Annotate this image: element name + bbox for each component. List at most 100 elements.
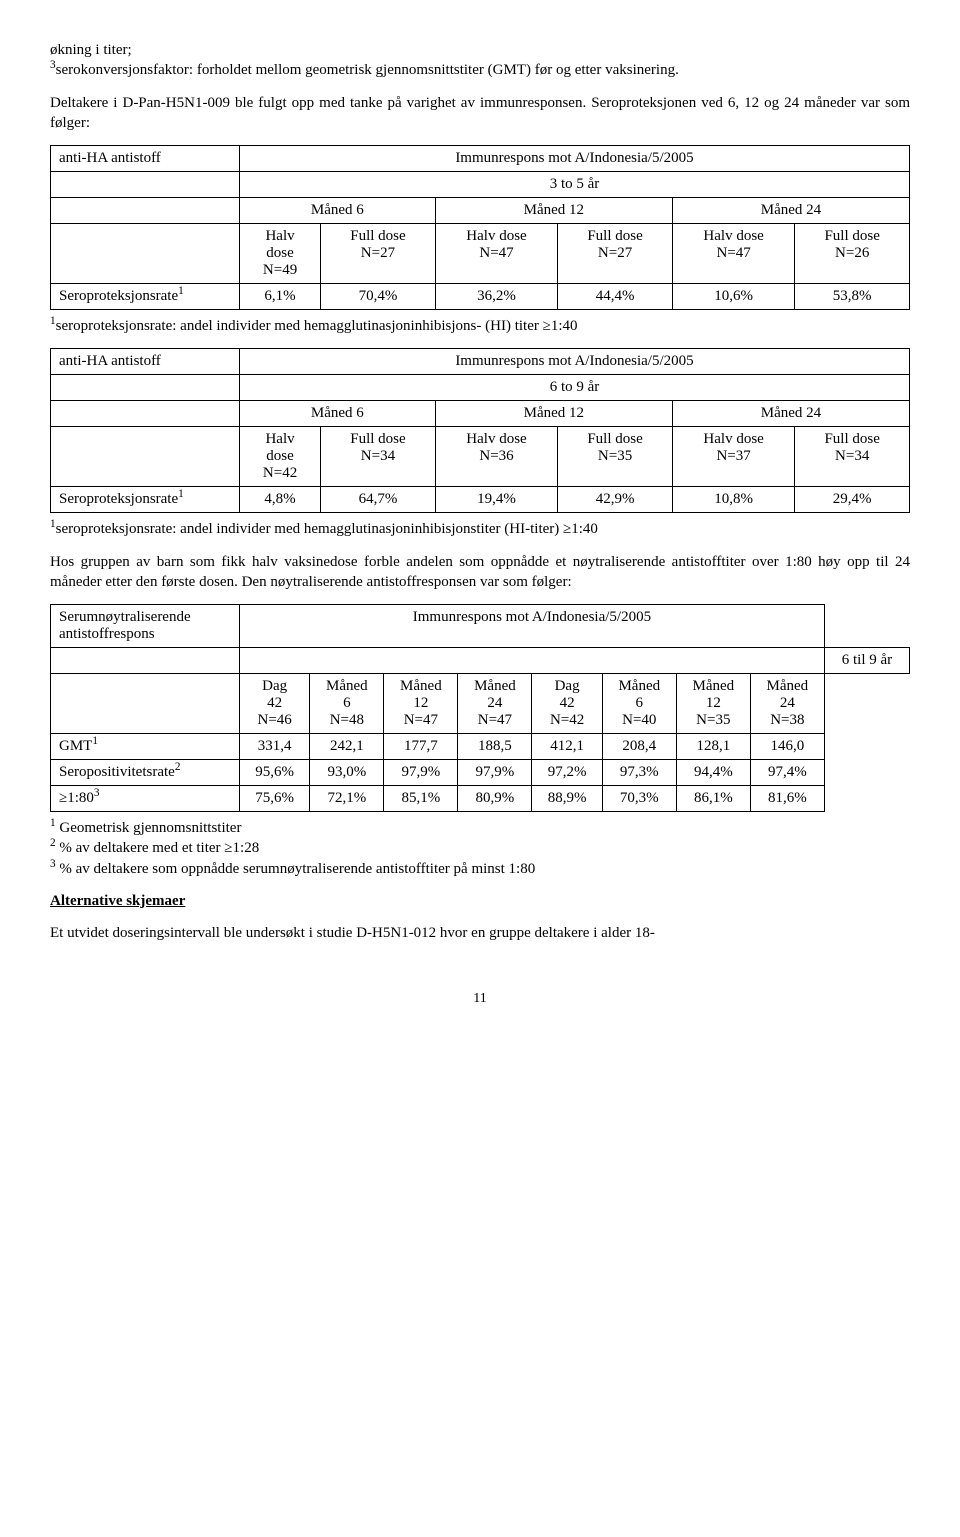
para3: Hos gruppen av barn som fikk halv vaksin…: [50, 552, 910, 593]
t2-v3: 42,9%: [558, 487, 673, 513]
t3-h6-a: Måned: [693, 678, 735, 694]
t2-c4-n: N=37: [716, 448, 750, 464]
intro-line1a: økning i titer;: [50, 42, 132, 58]
page-number: 11: [50, 991, 910, 1007]
t1-c0-a: Halv: [265, 228, 294, 244]
t3-seropos-label: Seropositivitetsrate: [59, 764, 175, 780]
t3-gmt-0: 331,4: [239, 734, 309, 760]
t2-c1-a: Full dose: [350, 431, 405, 447]
para4: Et utvidet doseringsintervall ble unders…: [50, 923, 910, 943]
t3-h2-n: N=47: [404, 712, 438, 728]
t3-h3-a: Måned: [474, 678, 516, 694]
t3-gmt-2: 177,7: [384, 734, 458, 760]
t3-f1: Geometrisk gjennomsnittstiter: [59, 820, 241, 836]
t3-th-0: 75,6%: [239, 786, 309, 812]
alt-heading: Alternative skjemaer: [50, 893, 185, 909]
t3-th-2: 85,1%: [384, 786, 458, 812]
t3-h0-a: Dag: [262, 678, 287, 694]
t2-c2-a: Halv dose: [466, 431, 526, 447]
t3-gmt-7: 146,0: [750, 734, 824, 760]
t1-row-label: Seroproteksjonsrate: [59, 288, 178, 304]
t3-sp-5: 97,3%: [602, 760, 676, 786]
t2-foot-text: seroproteksjonsrate: andel individer med…: [56, 521, 598, 537]
t2-c1-n: N=34: [361, 448, 395, 464]
t3-h1-n: N=48: [330, 712, 364, 728]
t2-v2: 19,4%: [435, 487, 557, 513]
t3-h0-n: N=46: [258, 712, 292, 728]
t3-h5-a: Måned: [618, 678, 660, 694]
t3-h4-n: N=42: [550, 712, 584, 728]
t3-h1-a: Måned: [326, 678, 368, 694]
t2-age: 6 to 9 år: [550, 379, 600, 395]
table-6to9: anti-HA antistoff Immunrespons mot A/Ind…: [50, 348, 910, 513]
t3-h5-b: 6: [636, 695, 644, 711]
t2-c0-a: Halv: [265, 431, 294, 447]
t3-h4-b: 42: [560, 695, 575, 711]
t3-h7-b: 24: [780, 695, 795, 711]
t1-c1-n: N=27: [361, 245, 395, 261]
t3-f2: % av deltakere med et titer ≥1:28: [56, 840, 260, 856]
t2-v1: 64,7%: [321, 487, 436, 513]
t3-h2-b: 12: [413, 695, 428, 711]
t1-foot-text: seroproteksjonsrate: andel individer med…: [56, 318, 578, 334]
t3-h0-b: 42: [267, 695, 282, 711]
t2-c5-n: N=34: [835, 448, 869, 464]
t2-row-label: Seroproteksjonsrate: [59, 491, 178, 507]
t1-c1-a: Full dose: [350, 228, 405, 244]
t3-sp-0: 95,6%: [239, 760, 309, 786]
t3-h6-n: N=35: [696, 712, 730, 728]
t2-v5: 29,4%: [795, 487, 910, 513]
t1-antiHA: anti-HA antistoff: [59, 150, 161, 166]
t3-immunresp: Immunrespons mot A/Indonesia/5/2005: [413, 609, 651, 625]
t3-sp-4: 97,2%: [532, 760, 602, 786]
t1-c2-n: N=47: [479, 245, 513, 261]
t3-thresh-label: ≥1:80: [59, 790, 94, 806]
t2-c3-a: Full dose: [587, 431, 642, 447]
t2-footnote: 1seroproteksjonsrate: andel individer me…: [50, 519, 910, 539]
t3-th-1: 72,1%: [310, 786, 384, 812]
t1-c3-n: N=27: [598, 245, 632, 261]
t3-gmt-4: 412,1: [532, 734, 602, 760]
t1-v5: 53,8%: [795, 284, 910, 310]
t3-footnotes: 1 Geometrisk gjennomsnittstiter 2 % av d…: [50, 818, 910, 879]
t1-v2: 36,2%: [435, 284, 557, 310]
t3-h7-n: N=38: [770, 712, 804, 728]
t3-gmt-3: 188,5: [458, 734, 532, 760]
t3-th-4: 88,9%: [532, 786, 602, 812]
t2-antiHA: anti-HA antistoff: [59, 353, 161, 369]
t3-sp-7: 97,4%: [750, 760, 824, 786]
t2-immunresp: Immunrespons mot A/Indonesia/5/2005: [455, 353, 693, 369]
t2-m24: Måned 24: [761, 405, 821, 421]
intro-para2: Deltakere i D-Pan-H5N1-009 ble fulgt opp…: [50, 93, 910, 134]
t3-sp-2: 97,9%: [384, 760, 458, 786]
t1-immunresp: Immunrespons mot A/Indonesia/5/2005: [455, 150, 693, 166]
t3-sp-3: 97,9%: [458, 760, 532, 786]
t3-h3-n: N=47: [478, 712, 512, 728]
t3-h3-b: 24: [487, 695, 502, 711]
t3-h5-n: N=40: [622, 712, 656, 728]
t1-c4-a: Halv dose: [703, 228, 763, 244]
t3-gmt-6: 128,1: [676, 734, 750, 760]
t3-h7-a: Måned: [767, 678, 809, 694]
t3-h6-b: 12: [706, 695, 721, 711]
t2-v0: 4,8%: [239, 487, 320, 513]
t2-c5-a: Full dose: [824, 431, 879, 447]
table-neutralizing: Serumnøytraliserende antistoffrespons Im…: [50, 604, 910, 812]
t3-sp-6: 94,4%: [676, 760, 750, 786]
t2-v4: 10,8%: [672, 487, 794, 513]
t2-c0-n: N=42: [263, 465, 297, 481]
t3-sp-1: 93,0%: [310, 760, 384, 786]
t1-v1: 70,4%: [321, 284, 436, 310]
t1-c5-a: Full dose: [824, 228, 879, 244]
t1-m12: Måned 12: [524, 202, 584, 218]
t2-c2-n: N=36: [479, 448, 513, 464]
t3-th-3: 80,9%: [458, 786, 532, 812]
t1-c3-a: Full dose: [587, 228, 642, 244]
t3-gmt-5: 208,4: [602, 734, 676, 760]
t3-age2: 6 til 9 år: [842, 652, 892, 668]
t1-c0-n: N=49: [263, 262, 297, 278]
t1-c0-b: dose: [266, 245, 294, 261]
t2-m12: Måned 12: [524, 405, 584, 421]
t3-h2-a: Måned: [400, 678, 442, 694]
t3-f3: % av deltakere som oppnådde serumnøytral…: [56, 861, 536, 877]
